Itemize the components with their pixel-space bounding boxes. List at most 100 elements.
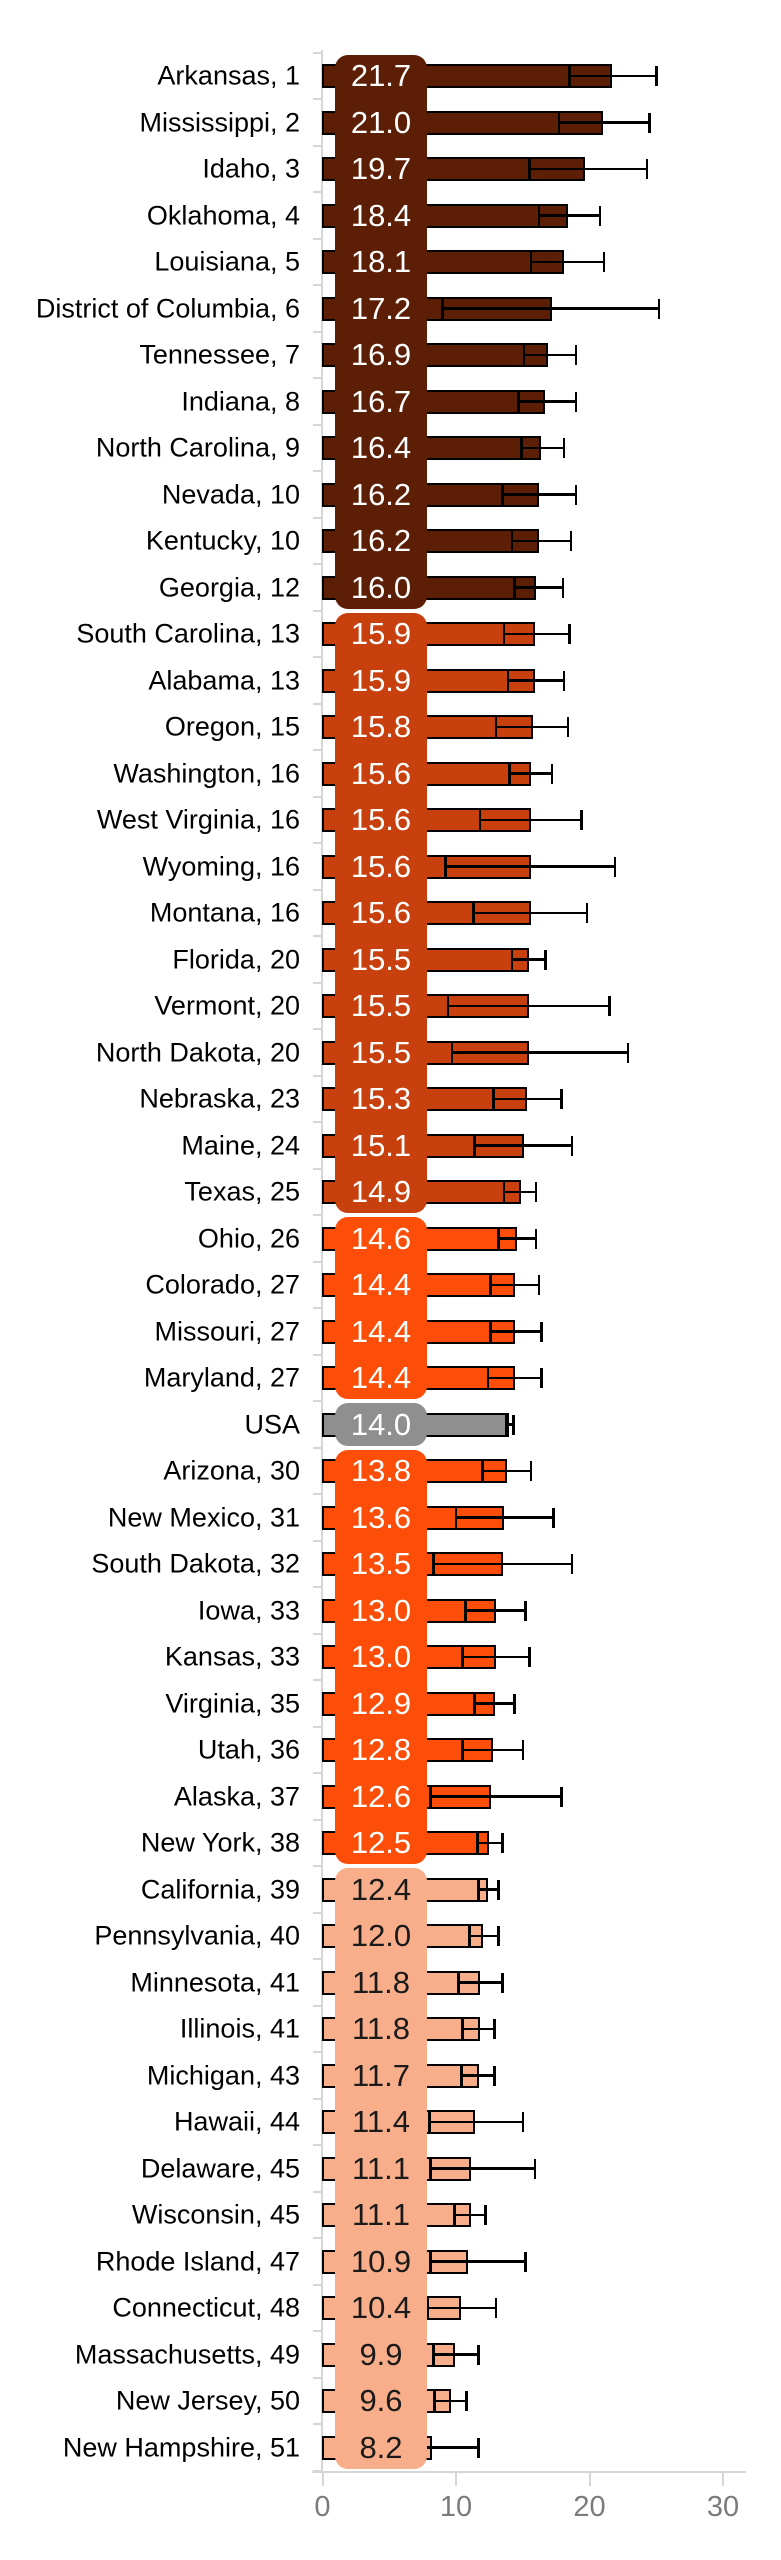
value-label: 18.1	[350, 244, 412, 279]
error-bar-cap-low	[517, 391, 520, 412]
error-bar-cap-high	[493, 2065, 496, 2086]
error-bar-line	[474, 1702, 515, 1705]
state-label: New Hampshire, 51	[62, 2432, 300, 2462]
error-bar-cap-high	[648, 112, 651, 133]
state-label: Georgia, 12	[158, 572, 300, 602]
state-label: New York, 38	[140, 1827, 300, 1858]
y-axis-row-tick	[313, 423, 323, 426]
error-bar-cap-low	[508, 763, 511, 784]
error-bar-line	[538, 214, 601, 217]
value-label: 10.9	[350, 2243, 412, 2279]
error-bar-line	[490, 1330, 542, 1333]
error-bar-line	[490, 1283, 539, 1287]
value-label: 11.7	[351, 2057, 411, 2093]
y-axis-row-tick	[313, 842, 323, 845]
error-bar-line	[480, 818, 582, 822]
error-bar-cap-high	[657, 298, 661, 319]
error-bar-cap-low	[433, 2391, 436, 2411]
error-bar-line	[442, 307, 659, 310]
error-bar-cap-high	[533, 2158, 536, 2179]
error-bar-cap-high	[566, 717, 570, 737]
value-label: 15.6	[350, 802, 412, 837]
error-bar-cap-high	[580, 810, 583, 830]
error-bar-cap-high	[550, 763, 554, 784]
error-bar-cap-low	[557, 112, 561, 133]
error-bar-cap-low	[568, 66, 571, 86]
error-bar-line	[454, 2213, 486, 2217]
state-label: Tennessee, 7	[139, 339, 300, 370]
error-bar-line	[512, 539, 571, 543]
error-bar-line	[530, 260, 605, 264]
error-bar-cap-low	[489, 1275, 492, 1295]
error-bar-cap-high	[540, 1368, 543, 1388]
error-bar-line	[509, 772, 553, 775]
state-label: Washington, 16	[113, 758, 300, 788]
state-label: Idaho, 3	[202, 153, 300, 184]
error-bar-line	[430, 2167, 535, 2170]
value-label: 13.8	[350, 1453, 412, 1488]
error-bar-line	[430, 1795, 562, 1798]
error-bar-cap-high	[574, 484, 578, 505]
error-bar-cap-low	[426, 2298, 430, 2318]
y-axis-row-tick	[313, 516, 323, 519]
x-axis-tick-label: 0	[314, 2491, 331, 2523]
value-label: 16.0	[350, 569, 412, 605]
y-axis-row-tick	[313, 1400, 323, 1403]
x-axis-tick-label: 20	[573, 2491, 606, 2523]
state-label: Louisiana, 5	[154, 246, 300, 277]
state-label: Hawaii, 44	[173, 2106, 300, 2137]
state-label: Ohio, 26	[197, 1223, 300, 1253]
y-axis-row-tick	[313, 888, 323, 891]
error-bar-cap-high	[521, 1740, 524, 1760]
state-label: Arkansas, 1	[157, 60, 300, 91]
state-label: Delaware, 45	[140, 2153, 300, 2183]
value-label: 8.2	[359, 2429, 403, 2465]
error-bar-cap-low	[477, 1879, 480, 1900]
y-axis-row-tick	[313, 1911, 323, 1914]
error-bar-line	[461, 2074, 495, 2077]
state-label: Kentucky, 10	[145, 525, 300, 556]
y-axis-row-tick	[313, 795, 323, 798]
y-axis-row-tick	[313, 935, 323, 938]
state-label: Virginia, 35	[165, 1688, 300, 1718]
x-axis-tick	[321, 2471, 324, 2486]
x-axis-tick-label: 10	[439, 2491, 473, 2523]
error-bar-cap-low	[492, 1089, 495, 1109]
value-label: 11.8	[351, 1964, 411, 2000]
state-label: North Carolina, 9	[95, 432, 300, 463]
state-label: Massachusetts, 49	[74, 2339, 300, 2369]
state-label: Texas, 25	[184, 1176, 300, 1207]
value-label: 18.4	[350, 197, 412, 233]
value-label: 14.6	[350, 1220, 412, 1256]
error-bar-line	[445, 865, 615, 868]
state-label: California, 39	[140, 1874, 300, 1904]
error-bar-cap-high	[585, 903, 589, 923]
y-axis-row-tick	[313, 981, 323, 984]
error-bar-cap-low	[461, 1740, 464, 1760]
y-axis-row-tick	[313, 1214, 323, 1217]
y-axis-row-tick	[313, 1493, 323, 1496]
error-bar-cap-high	[613, 856, 617, 877]
error-bar-line	[447, 1004, 610, 1008]
y-axis-row-tick	[313, 98, 323, 101]
y-axis-row-tick	[313, 1586, 323, 1589]
value-block-ranks-40-52	[335, 1868, 427, 2469]
y-axis-row-tick	[313, 1679, 323, 1682]
error-bar-cap-low	[497, 1228, 500, 1249]
y-axis-row-tick	[313, 51, 323, 54]
error-bar-line	[456, 1516, 554, 1519]
value-label: 15.8	[350, 709, 412, 744]
state-label: Illinois, 41	[179, 2013, 300, 2044]
error-bar-cap-low	[432, 1554, 435, 1574]
error-bar-line	[493, 1097, 562, 1101]
state-label: Vermont, 20	[154, 990, 300, 1021]
state-label: Oklahoma, 4	[146, 200, 300, 230]
x-axis-tick	[722, 2471, 724, 2486]
state-label: Florida, 20	[172, 944, 300, 974]
value-label: 12.0	[350, 1918, 412, 1953]
y-axis-row-tick	[313, 1865, 323, 1868]
y-axis-row-tick	[313, 609, 323, 612]
y-axis-row-tick	[313, 2190, 323, 2193]
error-bar-cap-low	[537, 205, 541, 226]
error-bar-cap-low	[494, 717, 498, 737]
